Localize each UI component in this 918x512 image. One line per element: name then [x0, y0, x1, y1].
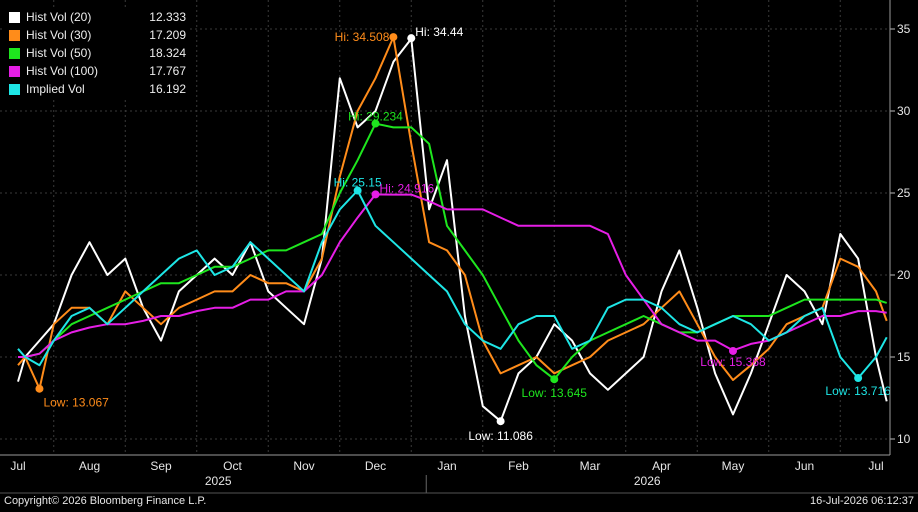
- annotation-label: Hi: 25.15: [334, 176, 382, 190]
- y-tick-label: 20: [897, 268, 911, 282]
- legend-item: Hist Vol (30) 17.209: [5, 26, 189, 44]
- x-tick-label: Jul: [10, 459, 25, 473]
- x-tick-label: May: [722, 459, 745, 473]
- annotation-marker: [496, 417, 505, 426]
- legend-item: Hist Vol (20) 12.333: [5, 8, 189, 26]
- x-tick-label: Feb: [508, 459, 529, 473]
- y-tick-label: 15: [897, 350, 911, 364]
- annotation-label: Low: 13.716: [825, 384, 891, 398]
- series-line: [17, 189, 888, 380]
- x-tick-label: Jun: [795, 459, 814, 473]
- annotation-label: Hi: 34.44: [415, 25, 463, 39]
- x-tick-label: Jul: [868, 459, 883, 473]
- series-line: [18, 193, 887, 358]
- legend-swatch: [8, 28, 21, 42]
- y-tick-label: 30: [897, 104, 911, 118]
- annotation-marker: [407, 34, 416, 43]
- annotation-label: Low: 15.368: [700, 355, 766, 369]
- annotation-marker: [353, 186, 362, 195]
- legend-value: 17.767: [149, 64, 186, 78]
- legend-label: Hist Vol (20): [26, 10, 92, 24]
- copyright-text: Copyright© 2026 Bloomberg Finance L.P.: [4, 495, 207, 507]
- annotation-marker: [389, 33, 398, 42]
- legend-label: Hist Vol (30): [26, 28, 92, 42]
- annotation-marker: [854, 374, 863, 383]
- x-tick-label: Jan: [437, 459, 456, 473]
- x-year-label: 2026: [634, 474, 661, 488]
- annotation-markers: Hi: 34.44 Hi: 34.508 Hi: 29.234 Hi: 25.15Hi…: [35, 25, 891, 443]
- legend-swatch: [8, 82, 21, 96]
- legend-item: Hist Vol (50) 18.324: [5, 44, 189, 62]
- x-tick-label: Sep: [150, 459, 172, 473]
- series-line: [17, 36, 888, 390]
- y-tick-label: 35: [897, 22, 911, 36]
- legend-item: Implied Vol 16.192: [5, 80, 189, 98]
- annotation-label: Hi: 24.916: [380, 181, 435, 195]
- x-tick-label: Dec: [365, 459, 386, 473]
- legend-value: 18.324: [149, 46, 186, 60]
- y-tick-label: 10: [897, 432, 911, 446]
- annotation-marker: [550, 375, 559, 384]
- series-line: [18, 122, 887, 381]
- x-tick-label: Nov: [293, 459, 314, 473]
- legend-label: Hist Vol (50): [26, 46, 92, 60]
- legend-label: Implied Vol: [26, 82, 85, 96]
- x-tick-label: Apr: [652, 459, 671, 473]
- annotation-label: Low: 13.067: [43, 396, 109, 410]
- annotation-label: Low: 13.645: [522, 386, 588, 400]
- annotation-label: Hi: 34.508: [335, 30, 390, 44]
- annotation-marker: [371, 190, 380, 199]
- x-tick-label: Mar: [580, 459, 601, 473]
- annotation-marker: [371, 119, 380, 128]
- legend-value: 12.333: [149, 10, 186, 24]
- annotation-label: Low: 11.086: [468, 429, 533, 443]
- legend: Hist Vol (20) 12.333 Hist Vol (30) 17.20…: [5, 8, 189, 98]
- legend-item: Hist Vol (100) 17.767: [5, 62, 189, 80]
- grid-lines: [0, 0, 890, 455]
- x-tick-label: Aug: [79, 459, 100, 473]
- timestamp-text: 16-Jul-2026 06:12:37: [810, 495, 914, 507]
- legend-swatch: [8, 64, 21, 78]
- legend-swatch: [8, 46, 21, 60]
- annotation-label: Hi: 29.234: [348, 110, 403, 124]
- annotation-marker: [729, 346, 737, 355]
- y-tick-label: 25: [897, 186, 911, 200]
- annotation-marker: [35, 384, 44, 393]
- x-tick-label: Oct: [223, 459, 242, 473]
- legend-swatch: [8, 10, 21, 24]
- legend-value: 16.192: [149, 82, 186, 96]
- legend-value: 17.209: [149, 28, 186, 42]
- x-year-label: 2025: [205, 474, 232, 488]
- series-lines: [17, 36, 888, 423]
- legend-label: Hist Vol (100): [26, 64, 99, 78]
